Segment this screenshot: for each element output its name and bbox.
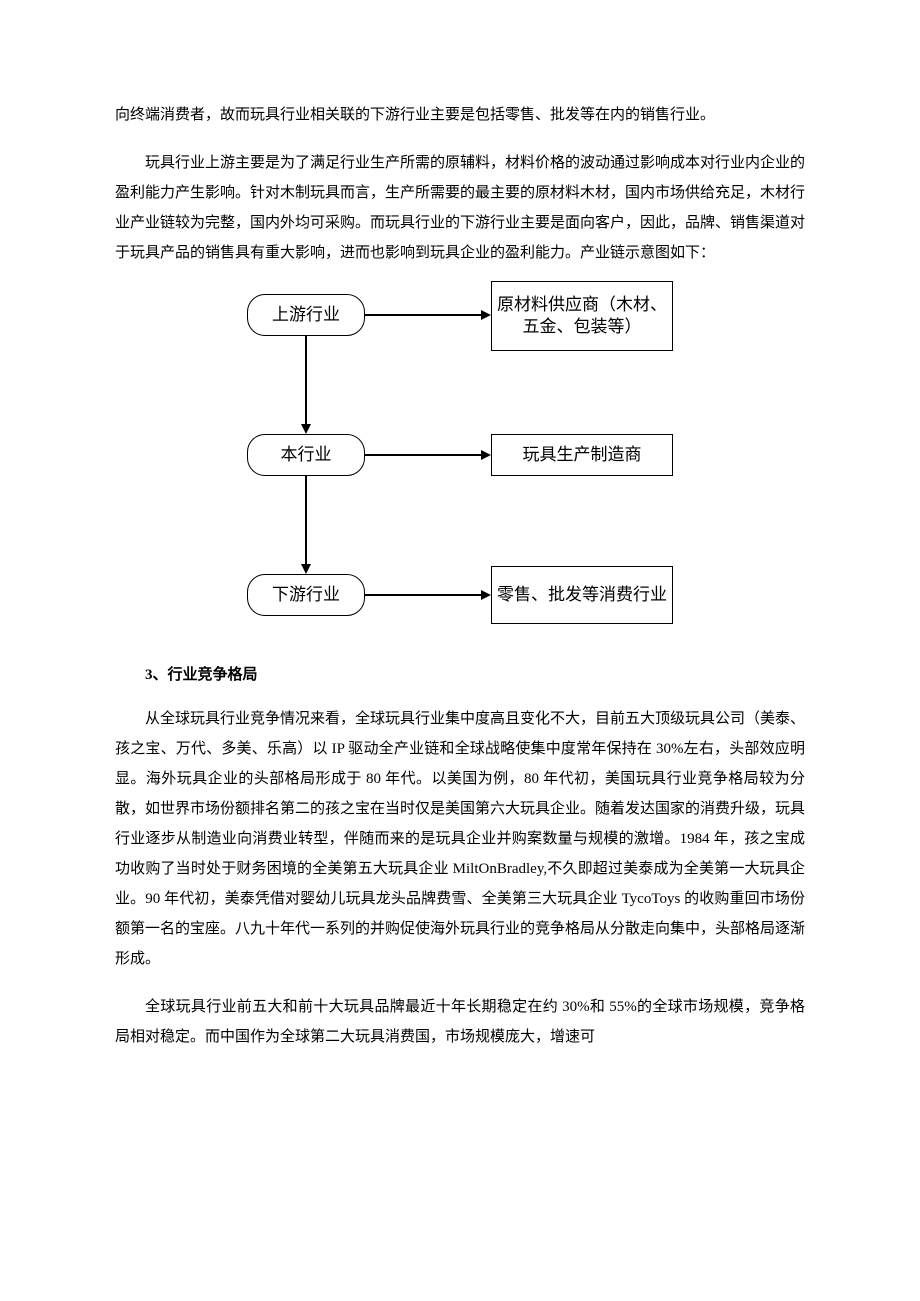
- node-ru: 原材料供应商（木材、五金、包装等）: [491, 281, 673, 351]
- page: 向终端消费者，故而玩具行业相关联的下游行业主要是包括零售、批发等在内的销售行业。…: [0, 0, 920, 1150]
- hline-2: [365, 594, 481, 596]
- arrow-right-1: [481, 450, 491, 460]
- flowchart-wrap: 上游行业本行业下游行业原材料供应商（木材、五金、包装等）玩具生产制造商零售、批发…: [115, 286, 805, 632]
- paragraph-1: 向终端消费者，故而玩具行业相关联的下游行业主要是包括零售、批发等在内的销售行业。: [115, 100, 805, 130]
- node-rm: 玩具生产制造商: [491, 434, 673, 476]
- hline-1: [365, 454, 481, 456]
- paragraph-2: 玩具行业上游主要是为了满足行业生产所需的原辅料，材料价格的波动通过影响成本对行业…: [115, 148, 805, 268]
- heading-number: 3: [145, 667, 153, 683]
- arrow-down-0: [301, 424, 311, 434]
- heading-3: 3、行业竞争格局: [115, 660, 805, 690]
- node-m: 本行业: [247, 434, 365, 476]
- node-rd: 零售、批发等消费行业: [491, 566, 673, 624]
- node-d: 下游行业: [247, 574, 365, 616]
- arrow-down-1: [301, 564, 311, 574]
- flowchart: 上游行业本行业下游行业原材料供应商（木材、五金、包装等）玩具生产制造商零售、批发…: [215, 286, 705, 632]
- vline-1: [305, 476, 307, 564]
- node-u: 上游行业: [247, 294, 365, 336]
- paragraph-3: 从全球玩具行业竞争情况来看，全球玩具行业集中度高且变化不大，目前五大顶级玩具公司…: [115, 704, 805, 974]
- arrow-right-0: [481, 310, 491, 320]
- heading-text: 、行业竞争格局: [153, 667, 258, 683]
- arrow-right-2: [481, 590, 491, 600]
- vline-0: [305, 336, 307, 424]
- hline-0: [365, 314, 481, 316]
- paragraph-4: 全球玩具行业前五大和前十大玩具品牌最近十年长期稳定在约 30%和 55%的全球市…: [115, 992, 805, 1052]
